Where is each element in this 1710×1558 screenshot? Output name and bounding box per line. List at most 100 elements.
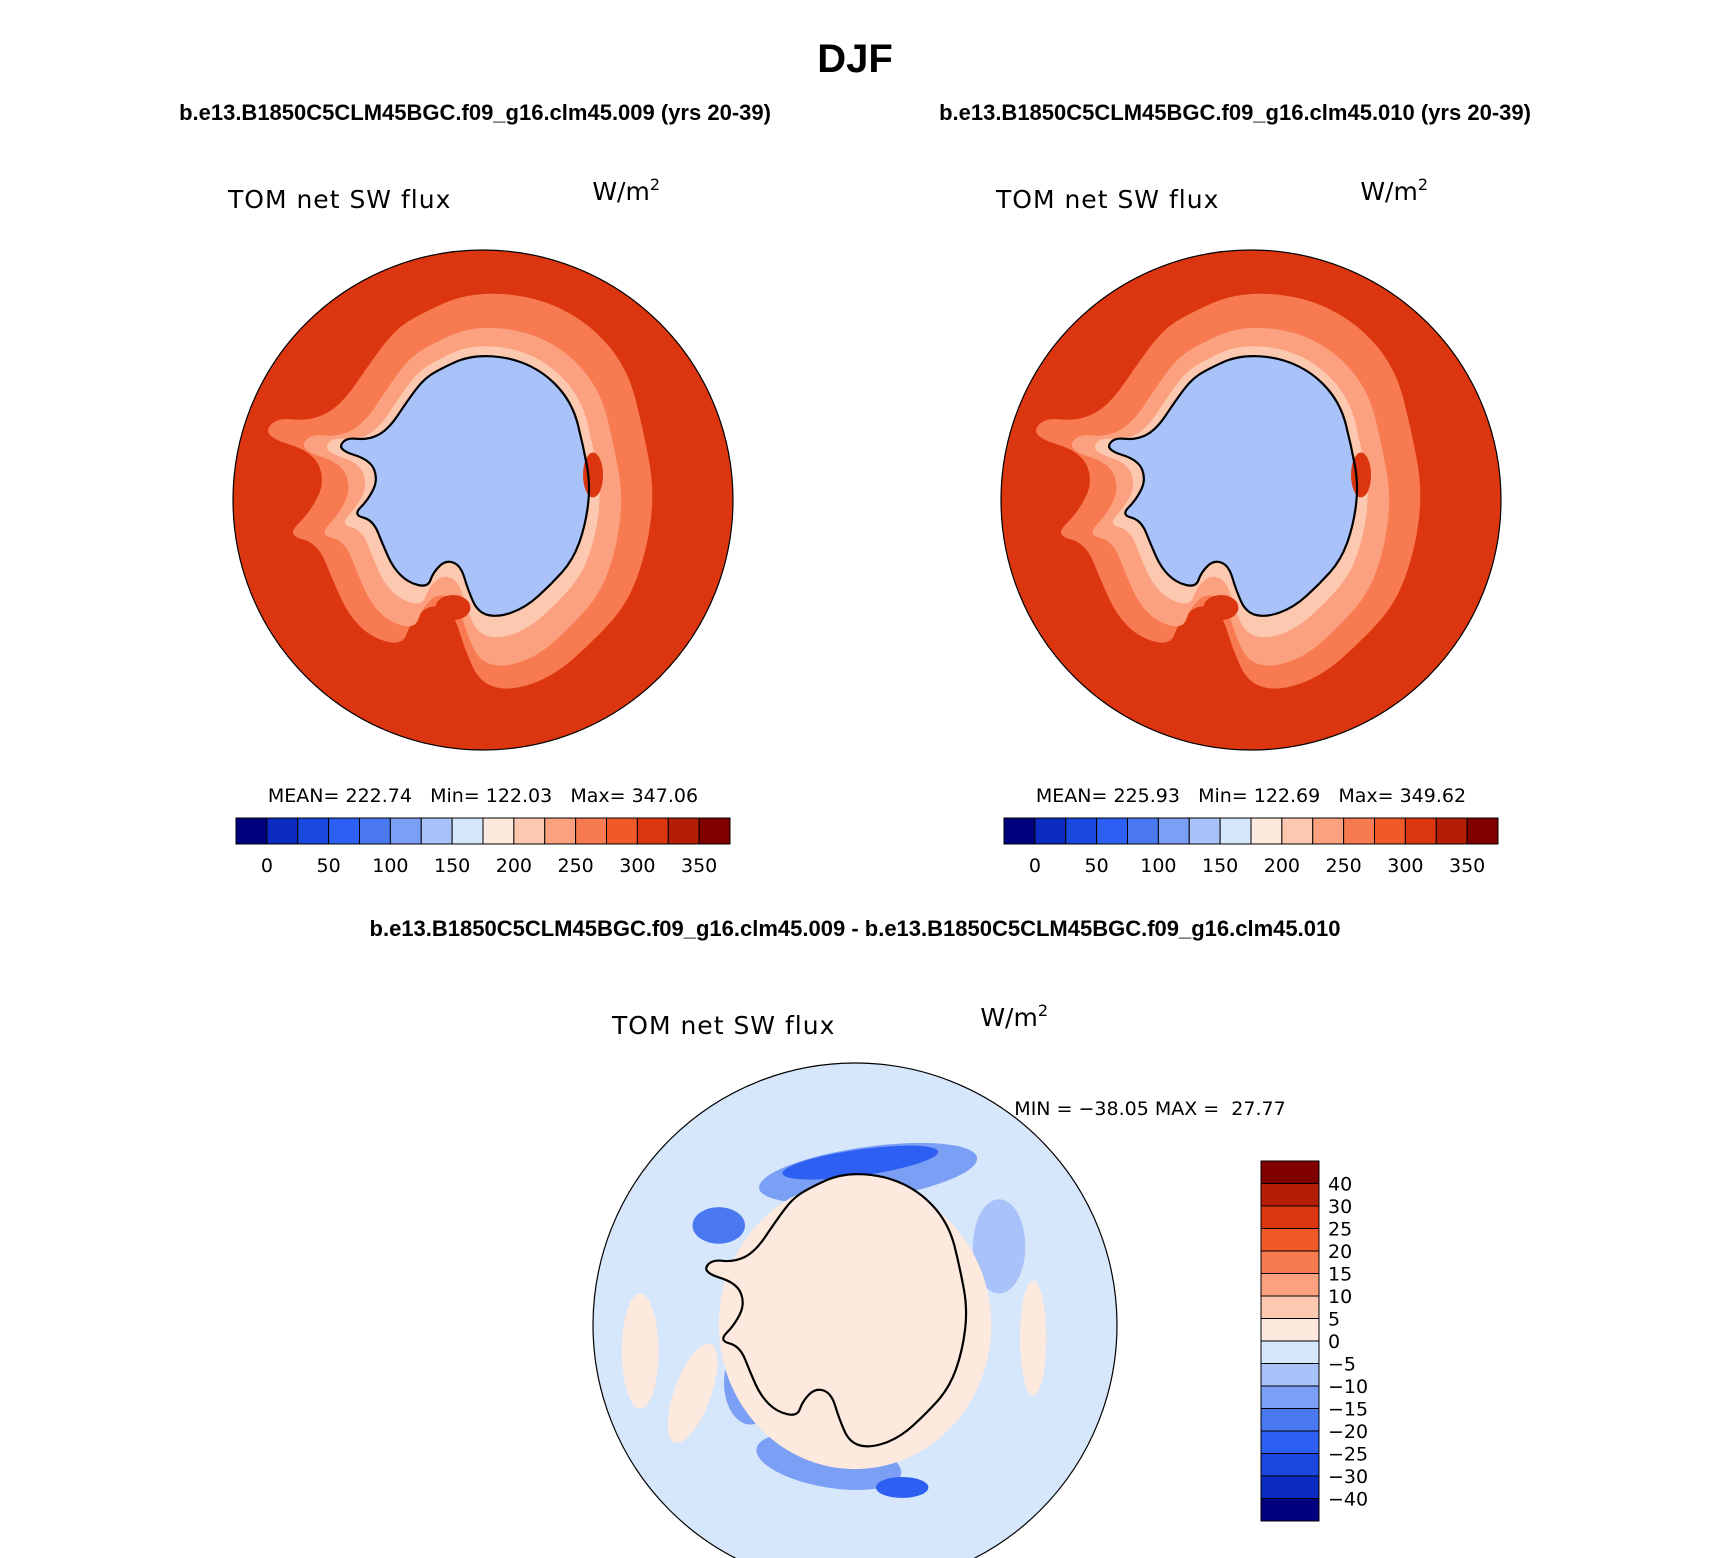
season-title: DJF <box>817 37 893 81</box>
colorbar-swatch <box>1260 1475 1320 1499</box>
units-exponent: 2 <box>650 175 660 194</box>
colorbar-tick-label: −10 <box>1328 1376 1368 1398</box>
colorbar-tick-label: −15 <box>1328 1399 1368 1421</box>
colorbar-swatch <box>1260 1340 1320 1364</box>
colorbar-tick-label: 30 <box>1328 1196 1352 1218</box>
colorbar-swatch <box>1260 1498 1320 1522</box>
colorbar-swatch <box>1312 817 1345 845</box>
colorbar-tick-label: 0 <box>1328 1331 1340 1353</box>
colorbar-tick-label: 250 <box>557 855 593 877</box>
field-anomaly <box>667 1343 718 1443</box>
colorbar-tick-label: 150 <box>434 855 470 877</box>
colorbar-tick-label: 300 <box>619 855 655 877</box>
map-field <box>1001 250 1501 750</box>
colorbar-swatch <box>1260 1250 1320 1274</box>
colorbar-swatch <box>1260 1430 1320 1454</box>
colorbar-tick-label: 200 <box>1264 855 1300 877</box>
colorbar-tick-label: 100 <box>372 855 408 877</box>
map-field <box>593 1063 1117 1558</box>
colorbar-swatch <box>698 817 731 845</box>
field-anomaly <box>782 1145 939 1180</box>
colorbar-tick-label: 0 <box>1029 855 1041 877</box>
colorbar-tick-label: 250 <box>1325 855 1361 877</box>
colorbar-swatch <box>1003 817 1036 845</box>
units-exponent: 2 <box>1418 175 1428 194</box>
map-title: TOM net SW flux <box>227 185 451 214</box>
panel-case2-map: TOM net SW flux W/m2 MEAN= 225.93 Min= 122… <box>995 175 1502 877</box>
colorbar-swatch <box>1260 1228 1320 1252</box>
colorbar-swatch <box>1260 1408 1320 1432</box>
colorbar-tick-label: 20 <box>1328 1241 1352 1263</box>
colorbar-swatch <box>297 817 330 845</box>
panel-case1-map: TOM net SW flux W/m2 MEAN= 222.74 Min= 122… <box>227 175 734 877</box>
colorbar-swatch <box>544 817 577 845</box>
colorbar-swatch <box>513 817 546 845</box>
colorbar-swatch <box>451 817 484 845</box>
colorbar-swatch <box>1260 1183 1320 1207</box>
colorbar-swatch <box>1034 817 1067 845</box>
field-anomaly <box>875 1476 929 1498</box>
colorbar-tick-label: 50 <box>317 855 341 877</box>
colorbar-swatch <box>1374 817 1406 845</box>
colorbar-swatch <box>1260 1205 1320 1229</box>
colorbar-swatch <box>1188 817 1221 845</box>
colorbar-tick-label: −30 <box>1328 1466 1368 1488</box>
map-border <box>592 1062 1118 1558</box>
map-border <box>1000 249 1502 751</box>
colorbar-swatch <box>575 817 607 845</box>
colorbar-swatch <box>1281 817 1314 845</box>
field-continent <box>1109 356 1358 616</box>
map-field <box>233 250 733 750</box>
colorbar-tick-label: 40 <box>1328 1174 1352 1196</box>
colorbar-swatch <box>359 817 391 845</box>
colorbar-swatch <box>1260 1160 1320 1184</box>
map-title: TOM net SW flux <box>995 185 1219 214</box>
colorbar-tick-label: 100 <box>1140 855 1176 877</box>
colorbar-swatch <box>1250 817 1283 845</box>
colorbar-tick-label: −5 <box>1328 1354 1356 1376</box>
panel-difference-map: TOM net SW flux W/m2 MIN = −38.05 MAX = 27… <box>592 1001 1368 1558</box>
stats-label: MEAN= 222.74 Min= 122.03 Max= 347.06 <box>268 785 698 807</box>
colorbar-swatch <box>1260 1273 1320 1297</box>
field-anomaly <box>972 1199 1026 1294</box>
field-anomaly <box>1020 1280 1047 1396</box>
colorbar-swatch <box>328 817 360 845</box>
colorbar-tick-label: 350 <box>681 855 717 877</box>
units-label: W/m2 <box>592 175 660 206</box>
field-continent <box>341 356 590 616</box>
colorbar-swatch <box>1435 817 1468 845</box>
stats-label: MIN = −38.05 MAX = 27.77 <box>1014 1098 1285 1120</box>
colorbar-tick-label: 50 <box>1085 855 1109 877</box>
colorbar-swatch <box>420 817 453 845</box>
field-anomaly <box>621 1293 659 1409</box>
colorbar-tick-label: −25 <box>1328 1444 1368 1466</box>
case2-title: b.e13.B1850C5CLM45BGC.f09_g16.clm45.010 … <box>939 100 1531 125</box>
colorbar-tick-label: −20 <box>1328 1421 1368 1443</box>
colorbar-swatch <box>482 817 515 845</box>
colorbar-tick-label: 15 <box>1328 1264 1352 1286</box>
units-base: W/m <box>980 1003 1038 1032</box>
colorbar-swatch <box>606 817 638 845</box>
colorbar-swatch <box>1343 817 1375 845</box>
stats-label: MEAN= 225.93 Min= 122.69 Max= 349.62 <box>1036 785 1466 807</box>
field-coastal-maximum <box>435 595 471 620</box>
colorbar-swatch <box>1260 1385 1320 1409</box>
difference-title: b.e13.B1850C5CLM45BGC.f09_g16.clm45.009 … <box>370 916 1341 941</box>
colorbar-tick-label: −40 <box>1328 1489 1368 1511</box>
coastline <box>705 1173 968 1448</box>
coastline <box>1108 355 1359 617</box>
colorbar-swatch <box>389 817 422 845</box>
colorbar-swatch <box>1219 817 1252 845</box>
colorbar-swatch <box>1260 1363 1320 1387</box>
colorbar-swatch <box>1404 817 1437 845</box>
map-title: TOM net SW flux <box>611 1011 835 1040</box>
colorbar-tick-label: 0 <box>261 855 273 877</box>
units-base: W/m <box>1360 177 1418 206</box>
coastline <box>340 355 591 617</box>
colorbar-tick-label: 25 <box>1328 1219 1352 1241</box>
colorbar-tick-label: 150 <box>1202 855 1238 877</box>
case1-title: b.e13.B1850C5CLM45BGC.f09_g16.clm45.009 … <box>179 100 771 125</box>
units-exponent: 2 <box>1038 1001 1048 1020</box>
colorbar-swatch <box>1096 817 1128 845</box>
